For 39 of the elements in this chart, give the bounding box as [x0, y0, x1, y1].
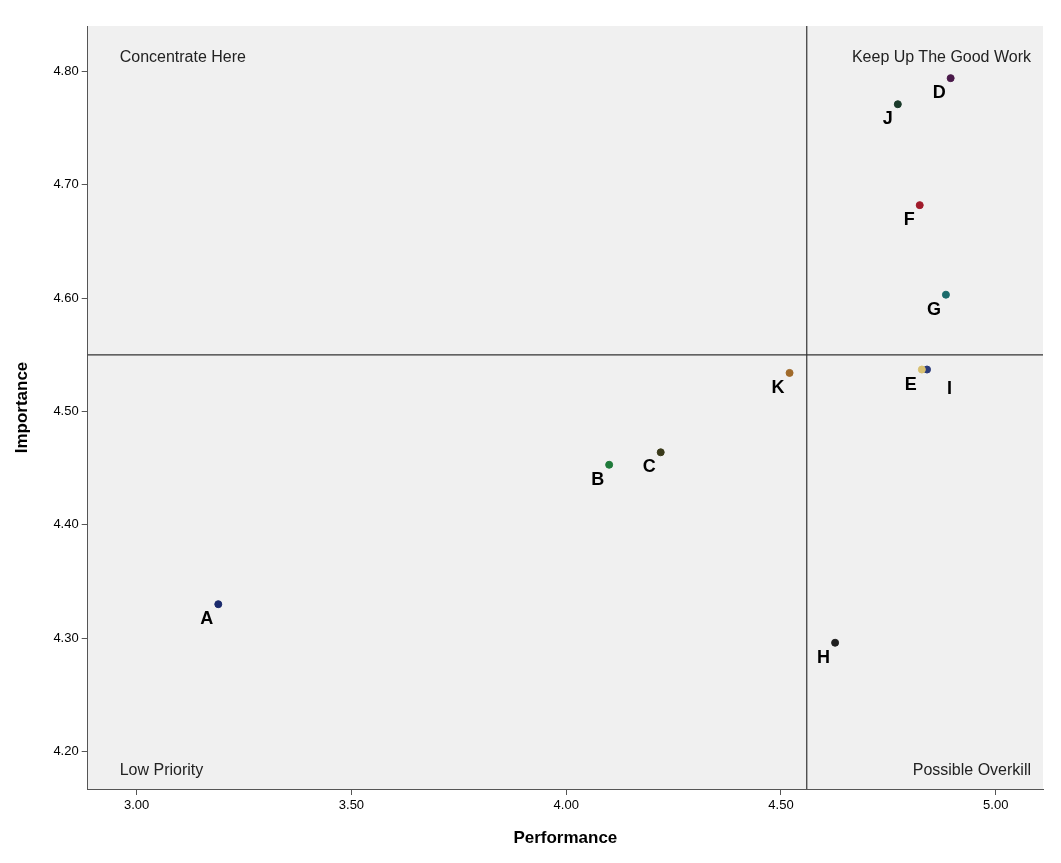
point — [941, 290, 950, 299]
point — [785, 368, 794, 377]
x-tick-label: 3.00 — [124, 797, 150, 813]
x-tick-label: 4.00 — [553, 797, 579, 813]
series-label: F — [903, 209, 915, 230]
point — [893, 100, 902, 109]
annotation: Low Priority — [119, 761, 204, 778]
point — [605, 460, 614, 469]
x-tick-label: 5.00 — [983, 797, 1009, 813]
point — [214, 600, 223, 609]
series-label: K — [771, 376, 785, 397]
series-label: C — [642, 456, 656, 477]
x-axis-title: Performance — [513, 828, 618, 848]
point — [656, 448, 665, 457]
y-axis-title: Importance — [11, 361, 31, 454]
annotation: Possible Overkill — [912, 761, 1031, 778]
y-tick-label: 4.70 — [53, 176, 79, 192]
point — [917, 365, 926, 374]
series-label: I — [947, 377, 953, 398]
y-tick-label: 4.20 — [53, 743, 79, 759]
annotation: Keep Up The Good Work — [851, 48, 1032, 65]
series-label: B — [591, 468, 605, 489]
series-label: J — [882, 108, 893, 129]
point — [915, 201, 924, 210]
series-label: D — [932, 82, 946, 103]
x-tick-label: 3.50 — [338, 797, 365, 813]
series-label: H — [817, 646, 831, 667]
y-tick-label: 4.80 — [53, 62, 79, 78]
annotation: Concentrate Here — [119, 48, 247, 65]
y-tick-label: 4.40 — [53, 516, 79, 532]
series-label: E — [904, 373, 917, 394]
series-label: A — [200, 608, 214, 629]
y-tick-label: 4.30 — [53, 629, 79, 645]
x-tick-label: 4.50 — [768, 797, 794, 813]
series-label: G — [926, 298, 941, 319]
point — [946, 74, 955, 83]
point — [831, 638, 840, 647]
y-tick-label: 4.50 — [53, 403, 79, 419]
y-tick-label: 4.60 — [53, 289, 79, 305]
